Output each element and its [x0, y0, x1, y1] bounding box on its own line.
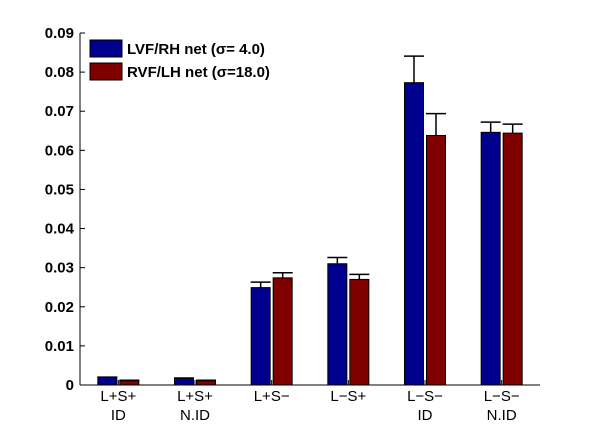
x-tick-label: L−S−	[484, 388, 520, 405]
bar	[250, 287, 271, 386]
x-axis: L+S+ ID L+S+ N.ID L+S− L−S+ L−S− ID L−S− N.ID	[80, 380, 540, 424]
y-tick-label: 0	[66, 377, 74, 394]
y-tick-label: 0.05	[45, 181, 74, 198]
bar	[97, 377, 118, 386]
x-tick-label-line2: ID	[418, 407, 433, 424]
bar	[119, 380, 140, 386]
y-tick-label: 0.07	[45, 103, 74, 120]
legend-label: RVF/LH net (σ=18.0)	[127, 64, 270, 81]
x-tick-label: L+S−	[254, 388, 290, 405]
y-tick-label: 0.02	[45, 299, 74, 316]
y-tick-label: 0.01	[45, 338, 74, 355]
x-tick-label: L−S−	[407, 388, 443, 405]
y-tick-label: 0.03	[45, 260, 74, 277]
legend: LVF/RH net (σ= 4.0) RVF/LH net (σ=18.0)	[89, 39, 270, 81]
y-tick-label: 0.04	[45, 221, 75, 238]
x-tick-label-line2: N.ID	[180, 407, 210, 424]
y-tick-label: 0.09	[45, 25, 74, 42]
bar	[272, 277, 293, 386]
bar	[349, 278, 370, 386]
bar	[196, 380, 216, 386]
x-tick-label: L−S+	[330, 388, 366, 405]
legend-label: LVF/RH net (σ= 4.0)	[127, 41, 265, 58]
plot-area	[97, 55, 523, 386]
y-tick-label: 0.08	[45, 64, 74, 81]
bar	[327, 263, 348, 386]
bar	[502, 132, 523, 386]
x-tick-label: L+S+	[177, 388, 213, 405]
legend-swatch	[89, 62, 123, 81]
x-tick-label-line2: ID	[111, 407, 126, 424]
bar	[426, 134, 446, 386]
bar	[404, 82, 424, 386]
y-tick-label: 0.06	[45, 142, 74, 159]
x-tick-label-line2: N.ID	[487, 407, 517, 424]
bar	[174, 377, 194, 386]
legend-swatch	[89, 39, 123, 58]
bar	[480, 131, 501, 386]
x-tick-label: L+S+	[100, 388, 136, 405]
y-axis: 0 0.01 0.02 0.03 0.04 0.05 0.06 0.07 0.08 0.09	[45, 25, 85, 394]
